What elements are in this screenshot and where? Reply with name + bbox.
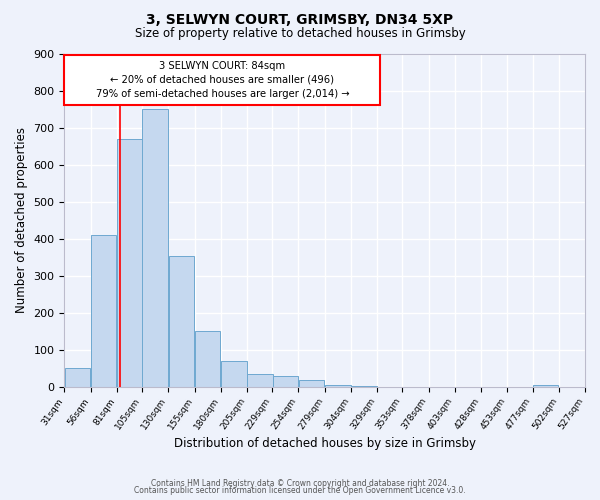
Text: ← 20% of detached houses are smaller (496): ← 20% of detached houses are smaller (49… [110, 74, 334, 85]
Bar [91, 235, 116, 387]
Bar [533, 385, 559, 387]
Bar [352, 386, 377, 387]
Bar [195, 332, 220, 387]
Bar [142, 110, 168, 387]
Bar [65, 368, 90, 387]
X-axis label: Distribution of detached houses by size in Grimsby: Distribution of detached houses by size … [174, 437, 476, 450]
Text: 3, SELWYN COURT, GRIMSBY, DN34 5XP: 3, SELWYN COURT, GRIMSBY, DN34 5XP [146, 12, 454, 26]
Bar [247, 374, 273, 387]
Bar [272, 376, 298, 387]
Bar [299, 380, 324, 387]
Bar [169, 256, 194, 387]
FancyBboxPatch shape [64, 54, 380, 104]
Text: Size of property relative to detached houses in Grimsby: Size of property relative to detached ho… [134, 28, 466, 40]
Text: Contains public sector information licensed under the Open Government Licence v3: Contains public sector information licen… [134, 486, 466, 495]
Bar [325, 384, 350, 387]
Text: Contains HM Land Registry data © Crown copyright and database right 2024.: Contains HM Land Registry data © Crown c… [151, 478, 449, 488]
Text: 79% of semi-detached houses are larger (2,014) →: 79% of semi-detached houses are larger (… [95, 88, 349, 99]
Bar [221, 361, 247, 387]
Bar [118, 139, 143, 387]
Y-axis label: Number of detached properties: Number of detached properties [15, 128, 28, 314]
Text: 3 SELWYN COURT: 84sqm: 3 SELWYN COURT: 84sqm [160, 60, 286, 70]
